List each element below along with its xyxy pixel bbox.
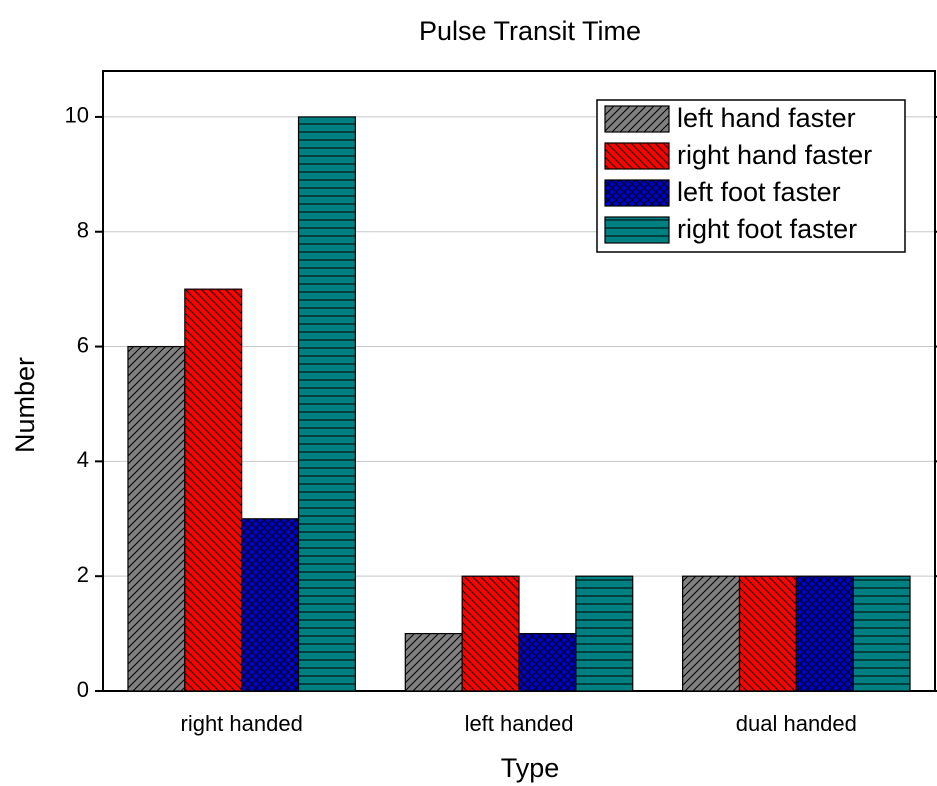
- x-tick-label: dual handed: [736, 711, 857, 736]
- x-tick-label: right handed: [181, 711, 303, 736]
- y-tick-label: 0: [77, 677, 89, 702]
- y-tick-label: 6: [77, 332, 89, 357]
- bar: [184, 288, 243, 692]
- legend-label: right foot faster: [677, 214, 857, 244]
- legend-swatch: [604, 105, 670, 133]
- bar: [738, 575, 797, 692]
- y-tick-label: 10: [65, 103, 89, 128]
- legend-swatch: [604, 216, 670, 244]
- y-tick-label: 8: [77, 218, 89, 243]
- chart-title: Pulse Transit Time: [419, 16, 641, 46]
- x-tick-label: left handed: [465, 711, 574, 736]
- y-axis-label: Number: [10, 357, 40, 453]
- bar: [127, 345, 186, 692]
- x-axis-label: Type: [501, 753, 560, 783]
- legend-label: left foot faster: [677, 177, 841, 207]
- y-tick-label: 2: [77, 562, 89, 587]
- y-tick-label: 4: [77, 447, 89, 472]
- bar: [404, 632, 463, 692]
- bar: [297, 116, 356, 692]
- bar: [461, 575, 520, 692]
- bar: [241, 518, 300, 692]
- legend-swatch: [604, 179, 670, 207]
- legend-label: left hand faster: [677, 103, 856, 133]
- bar: [682, 575, 741, 692]
- bar: [518, 632, 577, 692]
- bar: [575, 575, 634, 692]
- legend-label: right hand faster: [677, 140, 872, 170]
- legend-swatch: [604, 142, 670, 170]
- bar: [852, 575, 911, 692]
- bar: [795, 575, 854, 692]
